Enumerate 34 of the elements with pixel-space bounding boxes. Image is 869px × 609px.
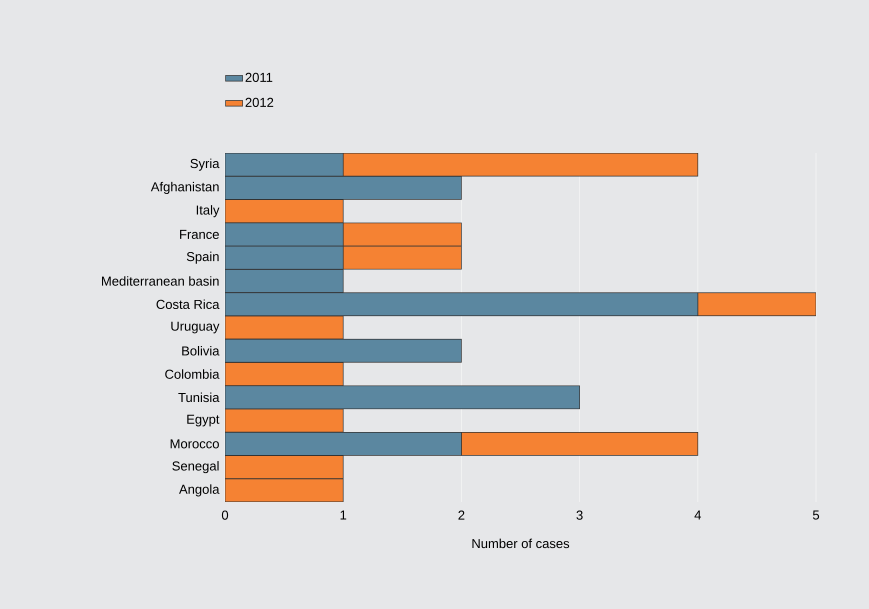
bar [225,432,462,456]
bar [225,199,344,224]
bar [342,153,698,176]
x-axis-title: Number of cases [472,538,570,548]
y-tick-label: Italy [196,205,220,218]
y-tick-label: Uruguay [171,322,220,334]
y-tick-label: Spain [186,252,219,264]
y-tick-label: Bolivia [182,346,220,356]
y-tick-label: Senegal [172,461,219,474]
y-tick-label: France [180,230,219,239]
y-tick-label: Colombia [165,369,220,379]
x-tick-label: 4 [694,510,702,520]
bar [697,292,816,316]
x-tick-label: 3 [576,510,583,520]
bar [225,362,344,386]
x-tick-label: 1 [340,510,346,520]
y-tick-label: Costa Rica [156,299,220,310]
y-tick-label: Angola [179,484,220,496]
y-tick-label: Afghanistan [150,182,219,194]
legend-label: 2012 [246,98,274,107]
bar [225,338,462,363]
y-tick-label: Syria [190,158,220,171]
bar [225,408,344,432]
x-tick-label: 5 [812,510,820,520]
x-tick-label: 2 [458,510,464,520]
legend-label: 2011 [246,72,272,82]
y-tick-label: Egypt [187,414,220,426]
y-tick-label: Morocco [170,439,219,448]
bar [225,385,580,410]
bar [225,316,344,340]
bar [461,432,698,456]
x-tick-label: 0 [222,510,228,520]
y-tick-label: Mediterranean basin [102,276,219,286]
y-tick-label: Tunisia [178,392,220,402]
